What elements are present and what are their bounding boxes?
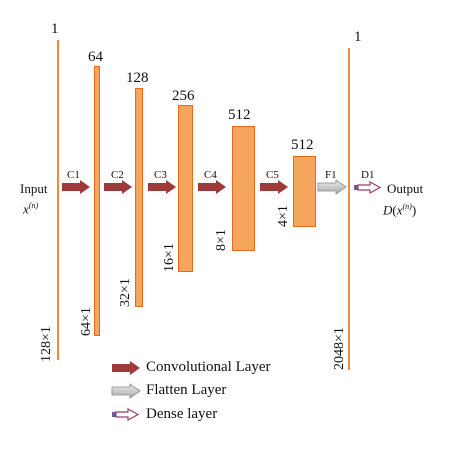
op-label-c3: C3 [154, 169, 167, 181]
block4-channels: 512 [228, 107, 251, 123]
op-label-f1: F1 [325, 169, 337, 181]
conv-block-1 [94, 66, 100, 336]
conv-arrow-c4 [198, 180, 226, 194]
conv-block-3 [178, 105, 193, 272]
block3-channels: 256 [172, 88, 195, 104]
output-vector-line [348, 48, 350, 370]
dense-arrow-d1 [354, 180, 382, 195]
output-top-size: 1 [354, 29, 362, 45]
output-size-label: 2048×1 [332, 327, 347, 370]
output-label: Output [387, 181, 424, 196]
op-label-c1: C1 [67, 169, 80, 181]
flatten-arrow-f1 [317, 179, 347, 195]
legend-conv-label: Convolutional Layer [146, 359, 271, 375]
legend-flatten-arrow-icon [111, 383, 141, 399]
block5-size: 4×1 [276, 205, 291, 227]
conv-block-2 [135, 88, 143, 307]
conv-arrow-c5 [260, 180, 288, 194]
conv-block-4 [232, 126, 255, 251]
conv-arrow-c3 [148, 180, 176, 194]
block4-size: 8×1 [214, 229, 229, 251]
legend-conv-arrow-icon [112, 361, 140, 375]
block1-channels: 64 [88, 49, 103, 65]
op-label-c4: C4 [204, 169, 217, 181]
input-symbol: x(n) [23, 201, 39, 217]
input-size-label: 128×1 [39, 326, 54, 362]
conv-arrow-c1 [62, 180, 90, 194]
block2-size: 32×1 [118, 278, 133, 307]
block2-channels: 128 [126, 70, 149, 86]
input-label: Input [20, 181, 48, 196]
legend-dense-label: Dense layer [146, 406, 218, 422]
legend-dense-arrow-icon [112, 407, 140, 422]
block3-size: 16×1 [162, 243, 177, 272]
conv-arrow-c2 [104, 180, 132, 194]
input-top-size: 1 [51, 21, 59, 37]
conv-block-5 [293, 156, 316, 227]
block5-channels: 512 [291, 137, 314, 153]
block1-size: 64×1 [79, 307, 94, 336]
op-label-c2: C2 [111, 169, 124, 181]
output-symbol: D(x(n)) [383, 202, 417, 218]
input-vector-line [57, 40, 59, 360]
op-label-d1: D1 [361, 169, 375, 181]
op-label-c5: C5 [266, 169, 279, 181]
legend-flatten-label: Flatten Layer [146, 382, 227, 398]
